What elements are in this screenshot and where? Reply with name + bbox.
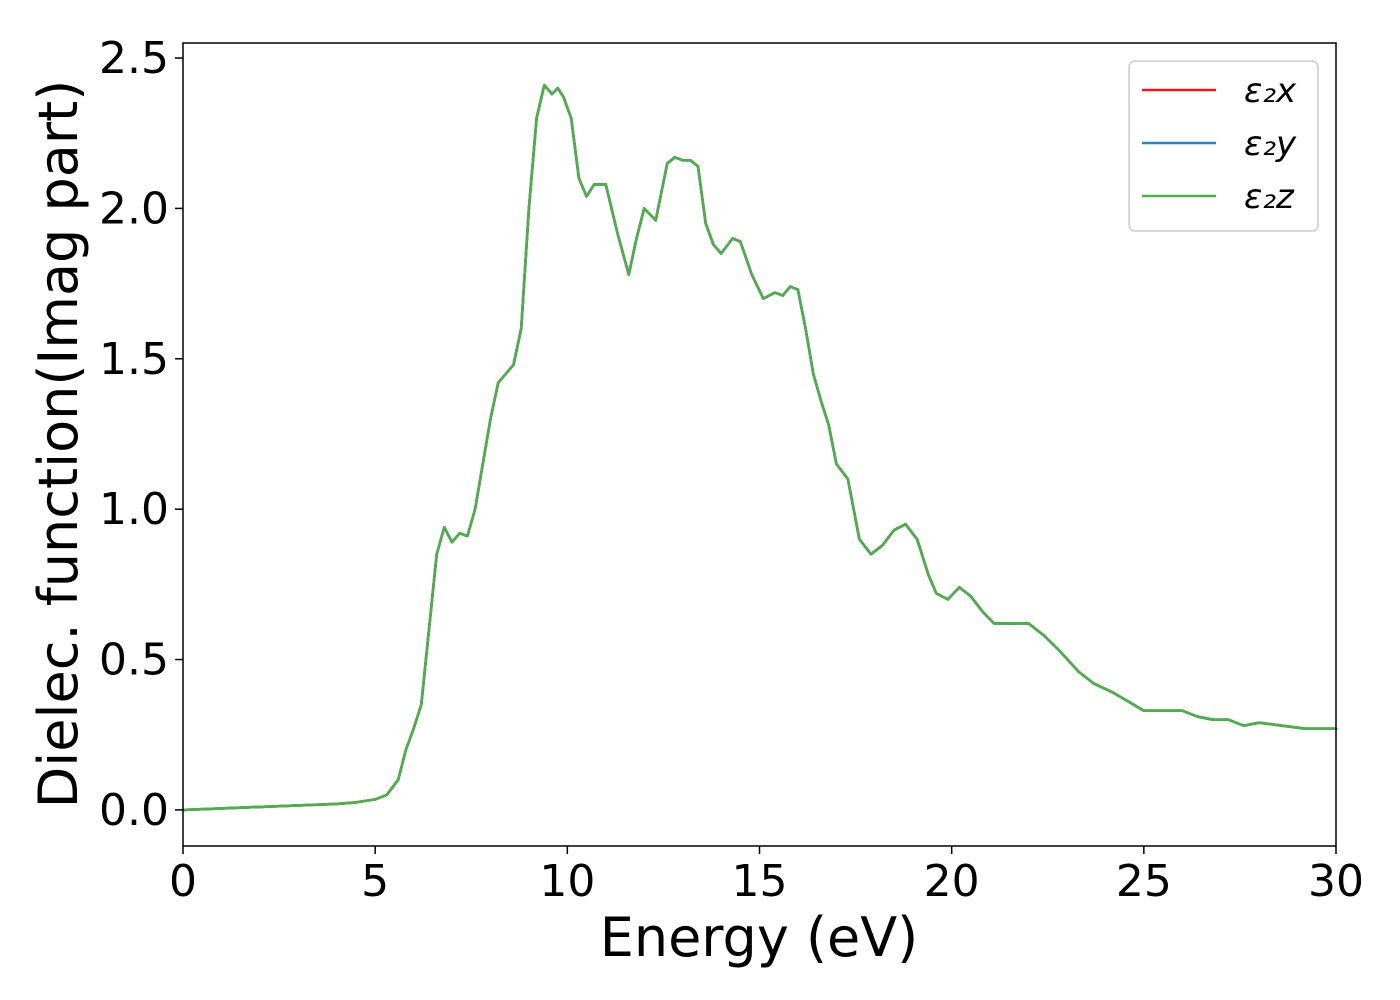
x-tick-label: 15 xyxy=(732,856,788,907)
series-layer xyxy=(181,83,1338,812)
legend-label-2: ε₂y xyxy=(1244,124,1297,164)
x-tick-label: 25 xyxy=(1116,856,1172,907)
y-tick-label: 1.5 xyxy=(99,334,169,385)
legend-label-1: ε₂x xyxy=(1244,71,1297,111)
series-line-3 xyxy=(181,83,1338,812)
x-axis-title: Energy (eV) xyxy=(600,906,919,969)
x-tick-label: 20 xyxy=(924,856,980,907)
y-tick-label: 1.0 xyxy=(99,484,169,535)
y-axis-title: Dielec. function(Imag part) xyxy=(27,80,90,809)
legend-box xyxy=(1128,60,1319,232)
y-tick-label: 2.0 xyxy=(99,183,169,234)
y-axis-ticks: 0.0 0.5 1.0 1.5 2.0 2.5 xyxy=(99,33,183,836)
legend: ε₂x ε₂y ε₂z xyxy=(1128,60,1319,232)
x-tick-label: 10 xyxy=(539,856,595,907)
legend-label-3: ε₂z xyxy=(1244,177,1295,217)
y-tick-label: 2.5 xyxy=(99,33,169,84)
x-tick-label: 5 xyxy=(361,856,389,907)
x-tick-label: 0 xyxy=(169,856,197,907)
y-tick-label: 0.0 xyxy=(99,785,169,836)
x-axis-ticks: 0 5 10 15 20 25 30 xyxy=(169,846,1364,907)
x-tick-label: 30 xyxy=(1308,856,1364,907)
y-tick-label: 0.5 xyxy=(99,635,169,686)
